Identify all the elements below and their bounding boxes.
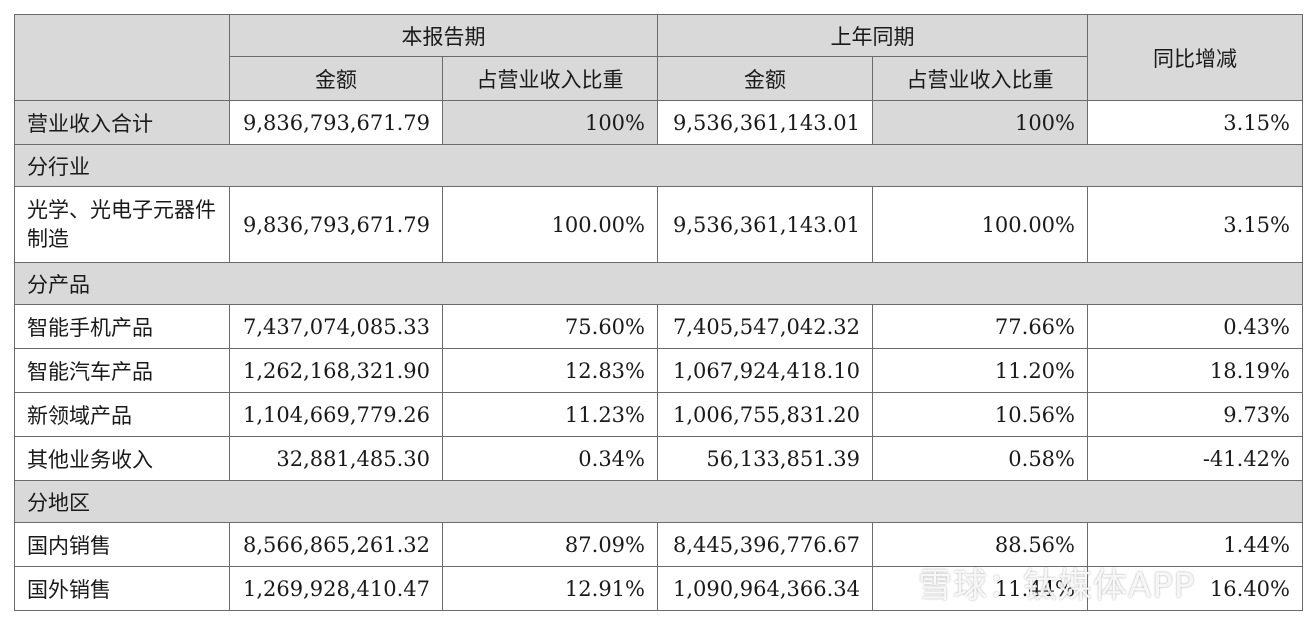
cur-share-cell: 100.00% [442, 186, 658, 263]
section-row-industry: 分行业 [14, 144, 1303, 187]
watermark: 雪球：钛媒体APP [918, 566, 1196, 606]
prev-amount-cell: 56,133,851.39 [657, 436, 873, 481]
table-row: 其他业务收入 32,881,485.30 0.34% 56,133,851.39… [14, 436, 1303, 481]
section-label: 分产品 [14, 262, 1303, 305]
section-row-region: 分地区 [14, 480, 1303, 523]
yoy-cell: 3.15% [1087, 186, 1303, 263]
prev-share-cell: 100.00% [872, 186, 1088, 263]
row-label: 营业收入合计 [14, 100, 230, 145]
cur-share-cell: 75.60% [442, 304, 658, 349]
revenue-breakdown-table: 本报告期 上年同期 同比增减 金额 占营业收入比重 金额 占营业收入比重 营业收… [14, 14, 1303, 611]
prev-share-cell: 10.56% [872, 392, 1088, 437]
row-label: 智能汽车产品 [14, 348, 230, 393]
yoy-cell: 16.40% [1087, 566, 1303, 611]
row-label: 其他业务收入 [14, 436, 230, 481]
prev-amount-cell: 1,090,964,366.34 [657, 566, 873, 611]
prev-amount-cell: 9,536,361,143.01 [657, 186, 873, 263]
yoy-cell: 9.73% [1087, 392, 1303, 437]
header-corner [14, 14, 230, 101]
row-label: 国外销售 [14, 566, 230, 611]
cur-share-cell: 11.23% [442, 392, 658, 437]
cur-share-cell: 100% [442, 100, 658, 145]
prev-amount-cell: 9,536,361,143.01 [657, 100, 873, 145]
prev-amount-cell: 8,445,396,776.67 [657, 522, 873, 567]
header-cur-share: 占营业收入比重 [442, 56, 658, 101]
cur-amount-cell: 32,881,485.30 [229, 436, 443, 481]
prev-share-cell: 100% [872, 100, 1088, 145]
table-row: 新领域产品 1,104,669,779.26 11.23% 1,006,755,… [14, 392, 1303, 437]
yoy-cell: 0.43% [1087, 304, 1303, 349]
table-row: 国外销售 1,269,928,410.47 12.91% 1,090,964,3… [14, 566, 1303, 611]
prev-amount-cell: 1,006,755,831.20 [657, 392, 873, 437]
row-label: 光学、光电子元器件制造 [14, 186, 230, 263]
row-label: 智能手机产品 [14, 304, 230, 349]
prev-share-cell: 11.44% [872, 566, 1088, 611]
yoy-cell: -41.42% [1087, 436, 1303, 481]
table-row: 光学、光电子元器件制造 9,836,793,671.79 100.00% 9,5… [14, 186, 1303, 263]
cur-amount-cell: 8,566,865,261.32 [229, 522, 443, 567]
header-cur-amount: 金额 [229, 56, 443, 101]
row-label: 新领域产品 [14, 392, 230, 437]
yoy-cell: 18.19% [1087, 348, 1303, 393]
table-row: 智能汽车产品 1,262,168,321.90 12.83% 1,067,924… [14, 348, 1303, 393]
total-row: 营业收入合计 9,836,793,671.79 100% 9,536,361,1… [14, 100, 1303, 145]
header-prev-share: 占营业收入比重 [872, 56, 1088, 101]
cur-amount-cell: 7,437,074,085.33 [229, 304, 443, 349]
cur-amount-cell: 1,269,928,410.47 [229, 566, 443, 611]
section-label: 分行业 [14, 144, 1303, 187]
row-label: 国内销售 [14, 522, 230, 567]
cur-share-cell: 12.83% [442, 348, 658, 393]
prev-share-cell: 0.58% [872, 436, 1088, 481]
cur-amount-cell: 9,836,793,671.79 [229, 186, 443, 263]
header-current-period: 本报告期 [229, 14, 658, 57]
section-row-product: 分产品 [14, 262, 1303, 305]
yoy-cell: 1.44% [1087, 522, 1303, 567]
prev-amount-cell: 7,405,547,042.32 [657, 304, 873, 349]
header-prev-amount: 金额 [657, 56, 873, 101]
prev-amount-cell: 1,067,924,418.10 [657, 348, 873, 393]
header-yoy: 同比增减 [1087, 14, 1303, 101]
prev-share-cell: 11.20% [872, 348, 1088, 393]
header-prior-period: 上年同期 [657, 14, 1088, 57]
yoy-cell: 3.15% [1087, 100, 1303, 145]
cur-share-cell: 87.09% [442, 522, 658, 567]
table-row: 智能手机产品 7,437,074,085.33 75.60% 7,405,547… [14, 304, 1303, 349]
cur-amount-cell: 9,836,793,671.79 [229, 100, 443, 145]
prev-share-cell: 77.66% [872, 304, 1088, 349]
cur-amount-cell: 1,104,669,779.26 [229, 392, 443, 437]
section-label: 分地区 [14, 480, 1303, 523]
cur-amount-cell: 1,262,168,321.90 [229, 348, 443, 393]
cur-share-cell: 12.91% [442, 566, 658, 611]
cur-share-cell: 0.34% [442, 436, 658, 481]
